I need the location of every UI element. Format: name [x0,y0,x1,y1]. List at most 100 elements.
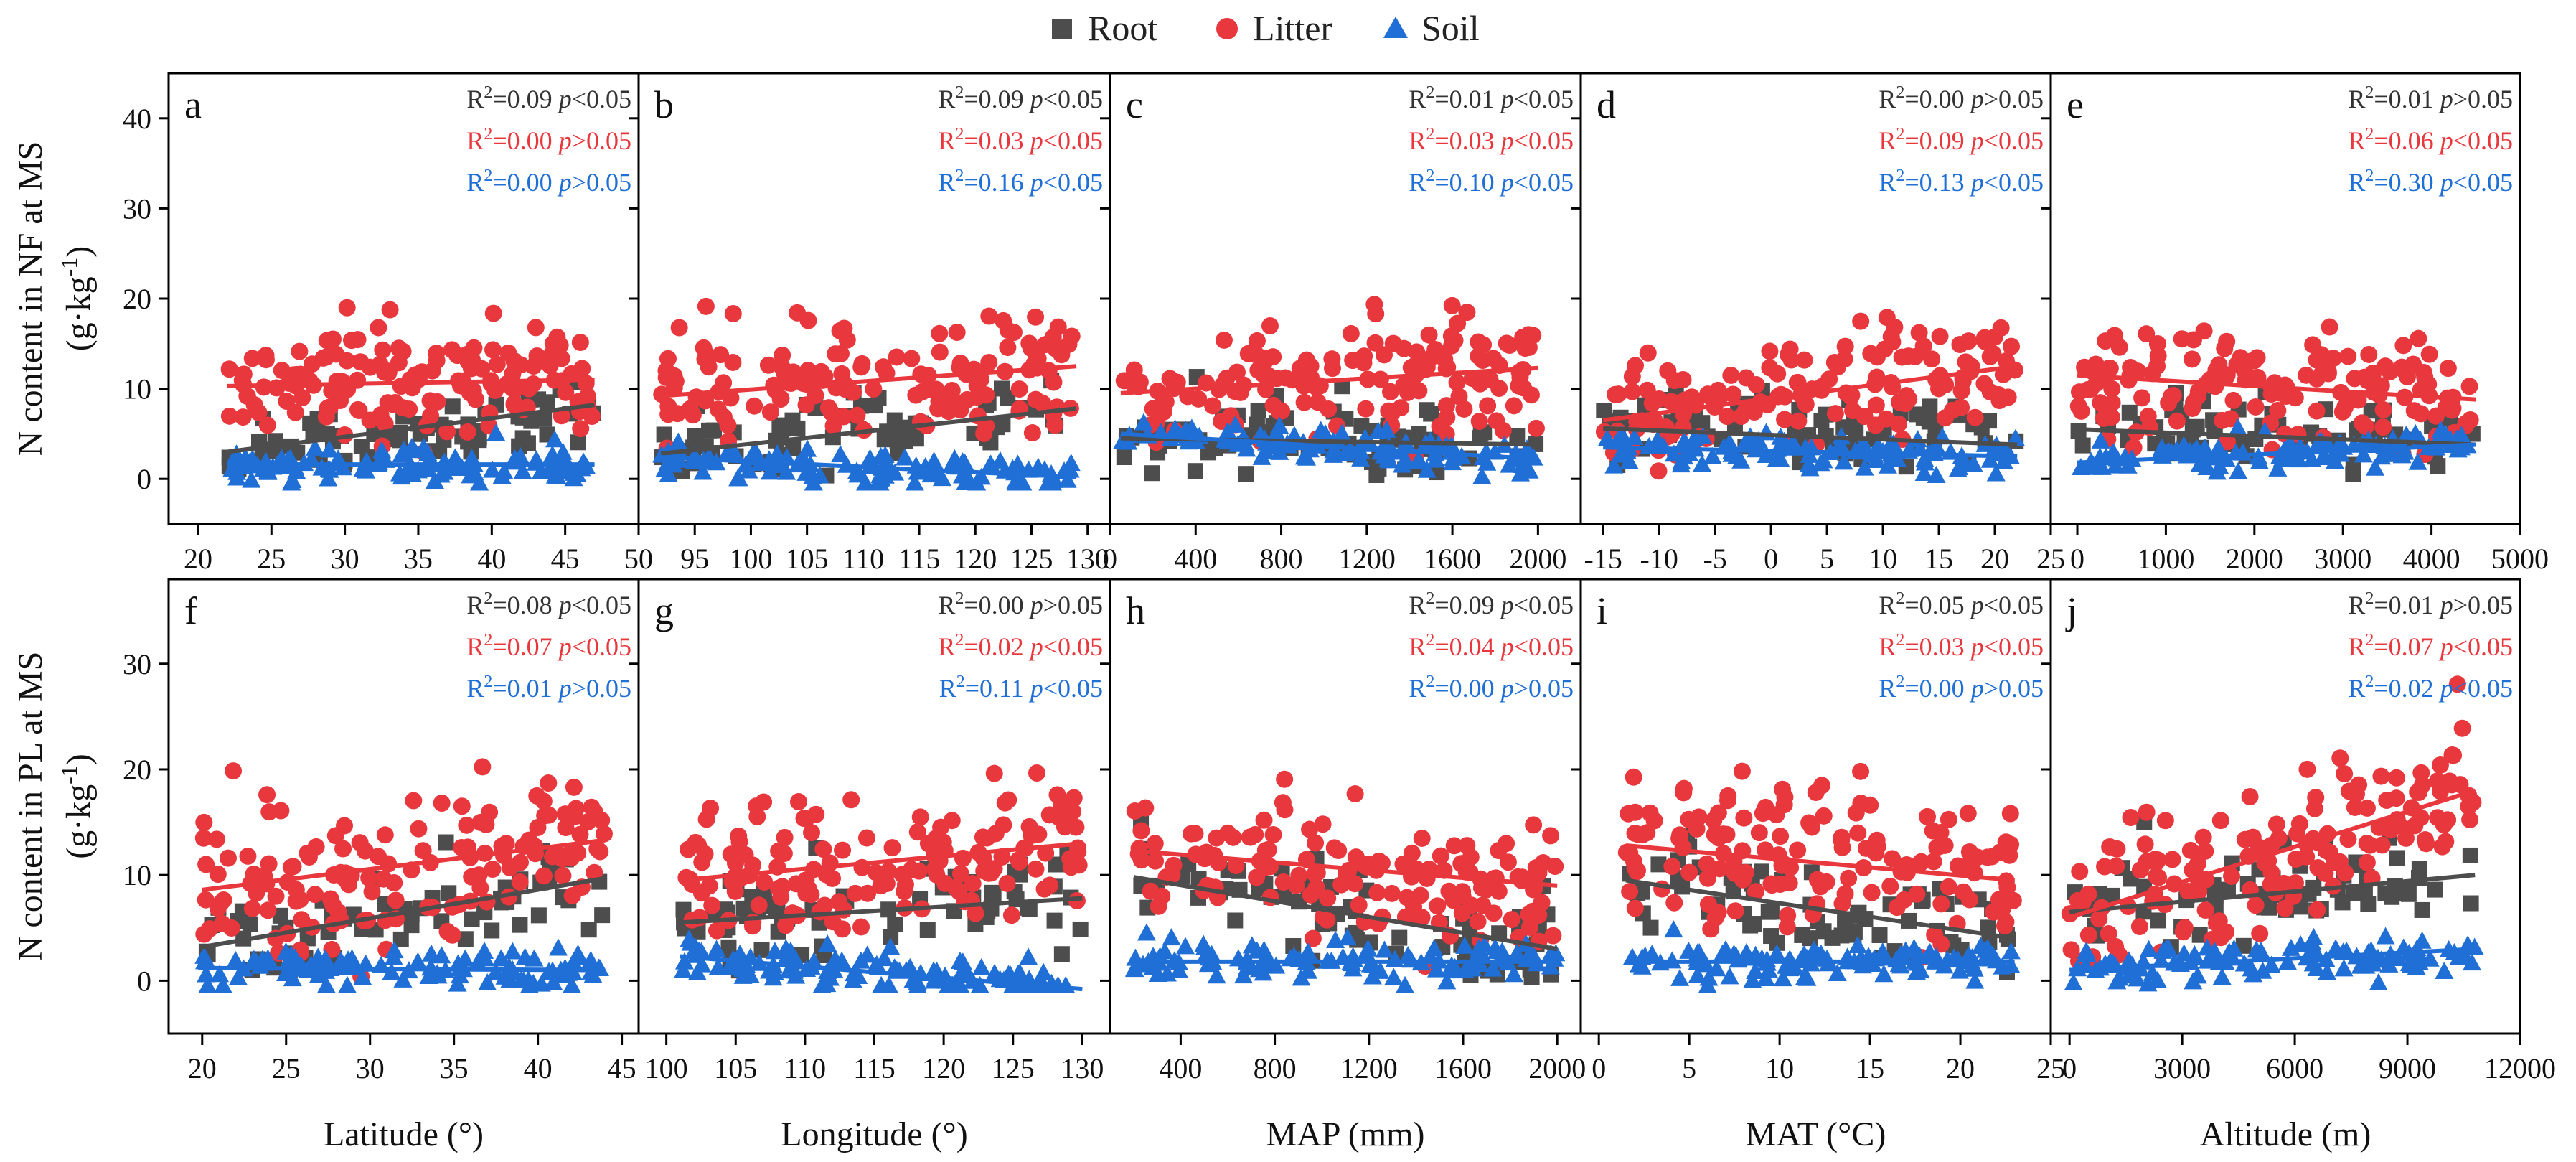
litter-point [422,407,440,425]
litter-point [2317,842,2335,860]
litter-point [410,820,428,838]
litter-point [505,352,523,370]
stat-r-exponent: 2 [955,167,964,185]
soil-point [2205,941,2224,959]
soil-point [494,462,514,480]
soil-point [397,460,416,478]
litter-point [1505,397,1523,415]
stat-r2-value: =0.00 [964,591,1030,619]
x-tick-label: 30 [356,1052,385,1084]
stat-p-value: <0.05 [1043,168,1103,197]
litter-point [2276,376,2294,394]
scatter-points [2069,318,2481,482]
soil-point [482,460,502,478]
litter-point [795,810,813,828]
litter-point [1284,371,1302,389]
soil-point [1254,963,1273,981]
litter-point [1884,850,1902,868]
soil-point [1013,473,1033,491]
stat-r-exponent: 2 [955,589,964,608]
litter-point [2331,853,2349,871]
litter-point [414,842,432,860]
soil-point [1218,421,1238,439]
litter-point [1957,858,1975,876]
y-unit-exponent: -1 [56,258,82,277]
stat-r-exponent: 2 [1896,167,1904,185]
litter-point [2347,785,2365,803]
x-tick-label: 120 [954,543,997,575]
soil-point [545,466,565,484]
litter-point [761,403,779,421]
litter-point [376,826,394,844]
litter-point [799,361,817,379]
litter-point [789,304,807,322]
fit-line-root [680,896,1083,925]
fit-line-litter [1602,364,2018,423]
soil-point [1620,451,1639,469]
litter-point [1002,906,1020,924]
litter-point [1297,351,1315,369]
soil-point [1632,957,1652,975]
litter-point [1438,408,1456,426]
panel-letter: f [184,589,197,632]
x-tick-label: 40 [524,1052,553,1084]
soil-point [1884,434,1903,452]
soil-point [793,448,812,466]
stat-r: R [1879,126,1896,155]
stat-r: R [1879,168,1896,197]
soil-point [320,460,339,478]
soil-point [958,964,977,982]
x-tick-label: 105 [786,543,829,575]
litter-point [453,797,471,815]
litter-point [1932,824,1950,842]
litter-point [995,816,1012,834]
soil-point [707,940,726,957]
soil-point [692,955,712,973]
litter-point [1413,829,1431,847]
soil-point [194,946,214,964]
litter-point [1445,837,1463,855]
litter-point [374,341,392,359]
litter-point [1155,398,1173,416]
soil-point [1915,453,1935,471]
litter-point [586,863,603,881]
stat-p-value: <0.05 [1514,632,1574,661]
soil-point [1384,967,1404,985]
root-point [2346,885,2362,901]
litter-point [334,840,352,858]
soil-point [2138,974,2158,992]
soil-point [2363,954,2382,972]
litter-point [1623,383,1641,400]
soil-point [2366,458,2385,476]
stat-r-exponent: 2 [484,631,492,650]
litter-point [1663,858,1681,876]
stat-r: R [1879,591,1896,619]
x-tick-label: 15 [1856,1052,1884,1084]
stat-root: R2=0.00 p>0.05 [938,589,1103,619]
soil-point [1891,945,1910,963]
stat-r2-value: =0.03 [1434,126,1500,155]
litter-point [687,833,705,851]
litter-point [1063,327,1081,345]
stat-r2-value: =0.03 [964,126,1030,155]
soil-point [1882,447,1902,465]
litter-point [724,353,742,371]
soil-point [765,963,784,981]
stat-r: R [1409,168,1426,197]
litter-point [1833,895,1851,913]
litter-point [2427,407,2445,425]
root-point [1144,465,1160,482]
litter-point [2431,756,2449,774]
litter-point [2309,859,2327,877]
fit-line-soil [1603,445,2018,459]
litter-point [1521,919,1539,937]
litter-point [1544,927,1562,945]
soil-point [1426,960,1446,978]
panel-letter: d [1597,83,1616,126]
fit-line-soil [2069,947,2476,973]
litter-point [2247,896,2265,914]
panel-letter: g [654,589,674,632]
litter-point [293,389,311,407]
litter-point [1966,408,1984,426]
